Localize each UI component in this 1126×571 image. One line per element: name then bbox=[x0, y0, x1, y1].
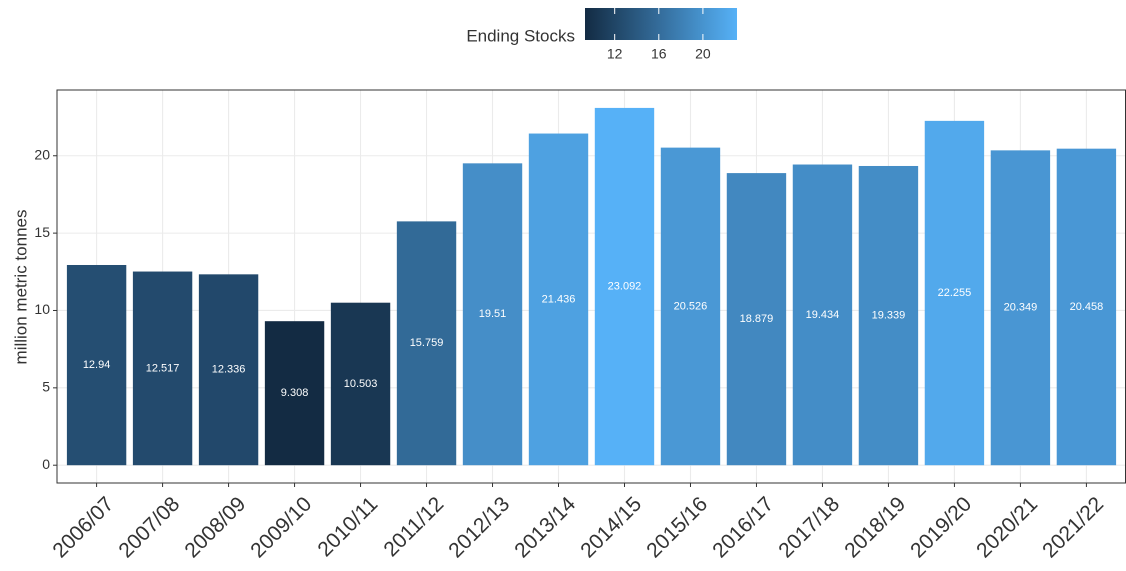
legend-tick-label: 16 bbox=[651, 46, 667, 62]
value-label: 20.526 bbox=[674, 300, 708, 312]
y-tick-label: 0 bbox=[42, 456, 50, 472]
y-tick-label: 10 bbox=[34, 301, 50, 317]
x-tick-label: 2010/11 bbox=[313, 492, 382, 561]
colorbar bbox=[585, 8, 737, 40]
bar bbox=[462, 163, 523, 466]
value-label: 19.51 bbox=[479, 308, 507, 320]
y-tick-label: 15 bbox=[34, 224, 50, 240]
x-tick-label: 2017/18 bbox=[774, 492, 844, 562]
y-axis-label: million metric tonnes bbox=[11, 210, 30, 365]
x-tick-label: 2011/12 bbox=[379, 492, 448, 561]
bar bbox=[528, 133, 589, 466]
x-tick-label: 2020/21 bbox=[972, 492, 1042, 562]
bar bbox=[990, 150, 1051, 466]
x-tick-label: 2008/09 bbox=[180, 492, 250, 562]
value-label: 9.308 bbox=[281, 387, 309, 399]
x-tick-label: 2018/19 bbox=[840, 492, 910, 562]
value-label: 20.349 bbox=[1004, 302, 1038, 314]
value-label: 15.759 bbox=[410, 337, 444, 349]
bar bbox=[264, 321, 325, 466]
bar bbox=[726, 173, 787, 466]
x-tick-label: 2019/20 bbox=[906, 492, 976, 562]
value-label: 22.255 bbox=[938, 287, 972, 299]
bar bbox=[396, 221, 457, 466]
x-tick-label: 2016/17 bbox=[708, 492, 778, 562]
bar bbox=[132, 271, 193, 466]
value-label: 10.503 bbox=[344, 378, 378, 390]
legend-title: Ending Stocks bbox=[466, 26, 575, 45]
x-tick-label: 2007/08 bbox=[114, 492, 184, 562]
x-tick-label: 2014/15 bbox=[576, 492, 646, 562]
x-tick-label: 2009/10 bbox=[246, 492, 316, 562]
value-label: 12.94 bbox=[83, 359, 111, 371]
bar bbox=[66, 264, 127, 466]
legend-tick-label: 20 bbox=[695, 46, 711, 62]
y-tick-label: 20 bbox=[34, 146, 50, 162]
value-label: 12.336 bbox=[212, 364, 246, 376]
value-label: 19.434 bbox=[806, 309, 840, 321]
x-tick-label: 2021/22 bbox=[1038, 492, 1108, 562]
value-label: 23.092 bbox=[608, 280, 642, 292]
value-label: 19.339 bbox=[872, 310, 906, 322]
x-tick-label: 2012/13 bbox=[444, 492, 514, 562]
bar bbox=[660, 147, 721, 466]
bar bbox=[858, 165, 919, 466]
bar bbox=[330, 302, 391, 466]
legend-tick-label: 12 bbox=[607, 46, 623, 62]
value-label: 12.517 bbox=[146, 362, 180, 374]
bar bbox=[792, 164, 853, 466]
x-tick-label: 2006/07 bbox=[48, 492, 118, 562]
y-tick-label: 5 bbox=[42, 379, 50, 395]
bar bbox=[1056, 148, 1117, 466]
bar bbox=[924, 120, 985, 466]
x-tick-label: 2013/14 bbox=[510, 492, 580, 562]
x-tick-label: 2015/16 bbox=[642, 492, 712, 562]
bar bbox=[198, 274, 259, 466]
bar bbox=[594, 107, 655, 466]
value-label: 20.458 bbox=[1070, 301, 1104, 313]
value-label: 21.436 bbox=[542, 293, 576, 305]
value-label: 18.879 bbox=[740, 313, 774, 325]
